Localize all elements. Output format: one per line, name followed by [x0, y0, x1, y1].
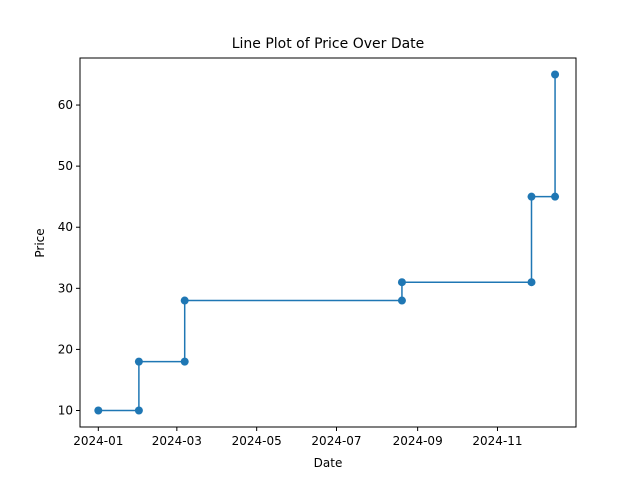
data-point: [551, 70, 560, 79]
data-point: [180, 296, 189, 305]
x-tick-label: 2024-11: [472, 434, 522, 448]
plot-area: [94, 70, 560, 415]
x-tick-label: 2024-01: [73, 434, 123, 448]
x-tick-label: 2024-07: [311, 434, 361, 448]
x-axis-label: Date: [314, 456, 343, 470]
data-point: [180, 357, 189, 366]
y-axis-ticks: 10 20 30 40 50 60: [58, 98, 80, 418]
y-tick-label: 50: [58, 159, 73, 173]
x-tick-label: 2024-05: [232, 434, 282, 448]
data-point: [551, 192, 560, 201]
axes-frame: [79, 57, 577, 428]
y-tick-label: 20: [58, 342, 73, 356]
data-point: [134, 357, 143, 366]
data-point: [94, 406, 103, 415]
y-tick-label: 60: [58, 98, 73, 112]
x-tick-label: 2024-09: [393, 434, 443, 448]
y-axis-label: Price: [33, 228, 47, 257]
data-point: [527, 278, 536, 287]
data-point: [134, 406, 143, 415]
data-point: [397, 296, 406, 305]
x-axis-ticks: 2024-01 2024-03 2024-05 2024-07 2024-09 2024-…: [73, 427, 523, 448]
y-tick-label: 30: [58, 281, 73, 295]
data-point: [527, 192, 536, 201]
x-tick-label: 2024-03: [152, 434, 202, 448]
y-tick-label: 40: [58, 220, 73, 234]
chart-title: Line Plot of Price Over Date: [232, 36, 425, 52]
y-tick-label: 10: [58, 404, 73, 418]
data-point: [397, 278, 406, 287]
